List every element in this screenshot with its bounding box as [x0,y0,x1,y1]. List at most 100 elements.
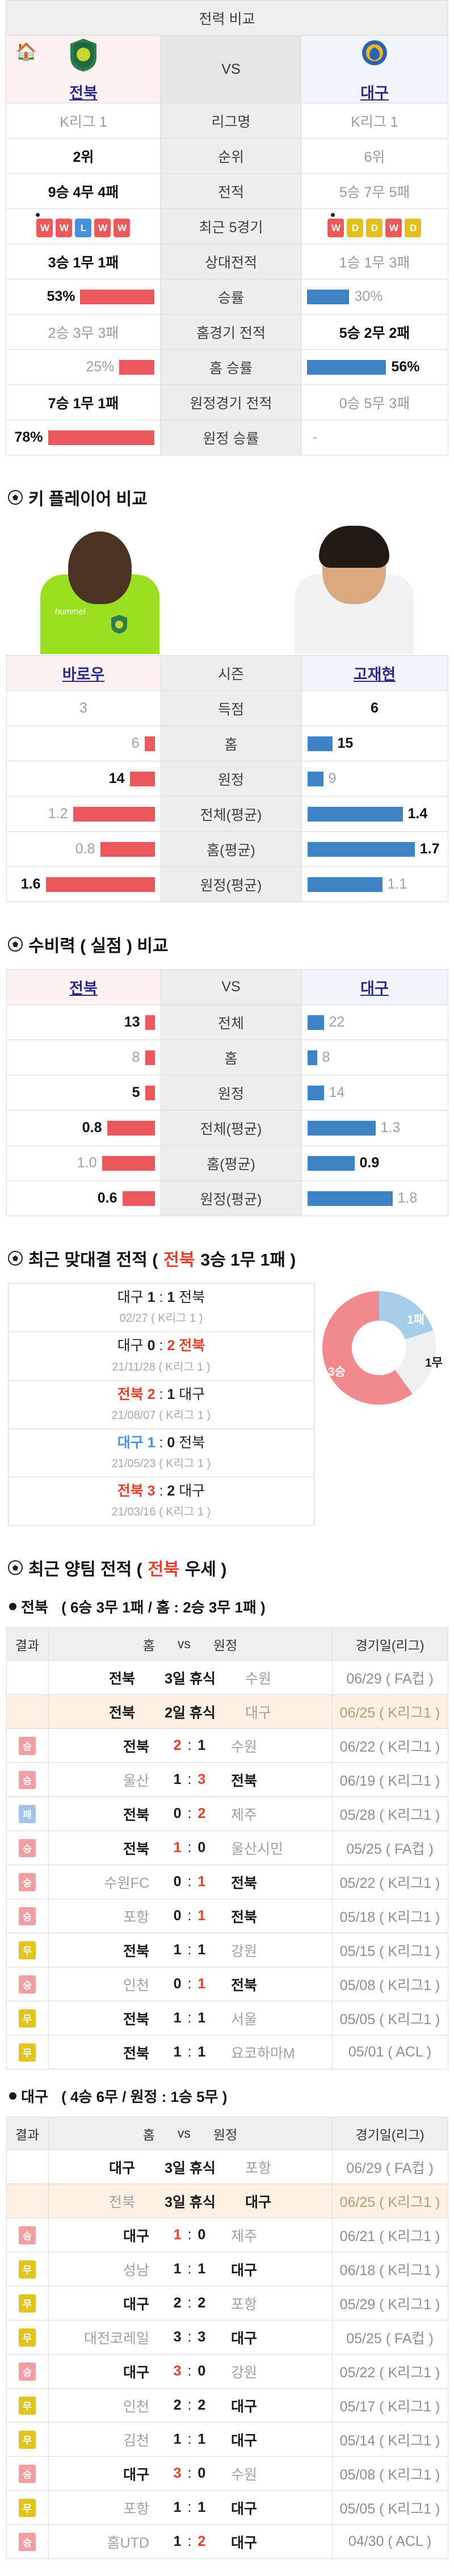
away-team-name[interactable]: 대구 [231,2432,258,2449]
away-team-name[interactable]: 전북 [231,1875,258,1891]
col-match: 홈 vs 원정 [48,1627,333,1661]
home-team-name[interactable]: 김천 [123,2432,149,2449]
home-team-name[interactable]: 전북 [123,1739,149,1755]
match-row[interactable]: 전북 2일 휴식 대구 06/25 ( K리그1 ) [6,1694,448,1729]
home-team-name[interactable]: 울산 [123,1773,149,1789]
home-team-cell[interactable]: 🏠 JEONBUK 전북 [6,35,161,103]
away-team-name[interactable]: 수원 [245,1670,272,1687]
away-team-name[interactable]: 강원 [231,2364,258,2381]
away-team-name[interactable]: 대구 [231,2535,258,2551]
match-row[interactable]: 승 울산 1 : 3 전북 06/19 ( K리그1 ) [6,1762,448,1798]
home-team-name[interactable]: 대전코레일 [83,2330,149,2347]
match-row[interactable]: 전북 3일 휴식 대구 06/25 ( K리그1 ) [6,2184,448,2219]
home-player-link[interactable]: 바로우 [62,666,105,683]
match-row[interactable]: 무 전북 1 : 1 강원 05/15 ( K리그1 ) [6,1933,448,1968]
match-row[interactable]: 승 전북 2 : 1 수원 06/22 ( K리그1 ) [6,1728,448,1764]
away-team-name[interactable]: 요코하마M [231,2045,295,2062]
away-team-name[interactable]: 전북 [231,1909,258,1925]
home-player-name-cell[interactable]: 바로우 [6,655,161,691]
match-row[interactable]: 무 전북 1 : 1 요코하마M 05/01 ( ACL ) [6,2035,448,2070]
away-team-name[interactable]: 대구 [231,2500,258,2517]
recent-team-subheading: 전북 ( 6승 3무 1패 / 홈 : 2승 3무 1패 ) [9,1596,454,1617]
away-team-name[interactable]: 제주 [231,2228,258,2244]
away-player-name-cell[interactable]: 고재현 [301,655,448,691]
away-team-cell[interactable]: 대구 [301,35,448,103]
home-team-name[interactable]: 대구 [123,2466,149,2483]
home-team-name[interactable]: 포항 [123,1909,149,1925]
home-team-name[interactable]: 홈UTD [107,2535,149,2551]
h2h-row[interactable]: 대구 0 : 2 전북 21/11/28 ( K리그 1 ) [8,1331,314,1381]
home-team-name[interactable]: 전북 [123,2011,149,2028]
match-row[interactable]: 승 홈UTD 1 : 2 대구 04/30 ( ACL ) [6,2524,448,2560]
home-team-name[interactable]: 전북 [108,1670,135,1687]
away-team-name[interactable]: 제주 [231,1807,258,1823]
away-team-name[interactable]: 포항 [231,2296,258,2313]
home-team-name[interactable]: 포항 [123,2500,149,2517]
match-row[interactable]: 전북 3일 휴식 수원 06/29 ( FA컵 ) [6,1660,448,1695]
away-team-name[interactable]: 대구 [245,2194,272,2210]
match-row[interactable]: 대구 3일 휴식 포항 06/29 ( FA컵 ) [6,2150,448,2185]
result-badge-draw: 무 [19,2043,36,2062]
away-value: 1승 1무 3패 [301,244,448,279]
match-row[interactable]: 무 대전코레일 3 : 3 대구 05/25 ( FA컵 ) [6,2320,448,2355]
away-team-name[interactable]: 대구 [231,2398,258,2415]
match-row[interactable]: 승 인천 0 : 1 전북 05/08 ( K리그1 ) [6,1967,448,2002]
match-row[interactable]: 승 대구 1 : 0 제주 06/21 ( K리그1 ) [6,2218,448,2253]
home-team-name[interactable]: 인천 [123,1977,149,1993]
match-row[interactable]: 승 대구 3 : 0 수원 05/08 ( K리그1 ) [6,2456,448,2491]
match-row[interactable]: 무 전북 1 : 1 서울 05/05 ( K리그1 ) [6,2001,448,2036]
home-team-name[interactable]: 대구 [108,2160,135,2176]
defense-away-team-link[interactable]: 대구 [360,980,389,997]
home-team-name[interactable]: 전북 [108,1704,135,1721]
away-team-name[interactable]: 서울 [231,2011,258,2028]
match-row[interactable]: 승 수원FC 0 : 1 전북 05/22 ( K리그1 ) [6,1865,448,1900]
home-value: 14 [108,770,125,786]
home-team-name[interactable]: 전북 [123,1841,149,1857]
home-team-name[interactable]: 전북 [123,2045,149,2062]
home-team-link[interactable]: 전북 [69,85,98,102]
away-team-name[interactable]: 대구 [231,2330,258,2347]
home-team-name[interactable]: 인천 [123,2398,149,2415]
match-row[interactable]: 무 성남 1 : 1 대구 06/18 ( K리그1 ) [6,2252,448,2287]
h2h-row[interactable]: 전북 3 : 2 대구 21/03/16 ( K리그 1 ) [8,1477,314,1526]
match-row[interactable]: 패 전북 0 : 2 제주 05/28 ( K리그1 ) [6,1796,448,1832]
away-team-name[interactable]: 수원 [231,2466,258,2483]
away-team-name[interactable]: 전북 [231,1773,258,1789]
away-team-name[interactable]: 강원 [231,1943,258,1959]
home-team-name[interactable]: 전북 [123,1943,149,1959]
home-team-name[interactable]: 수원FC [104,1875,149,1891]
away-player-link[interactable]: 고재현 [353,666,396,683]
match-date: 06/29 ( FA컵 ) [331,1660,448,1695]
recent-header-row: 결과 홈 vs 원정 경기일(리그) [6,1627,448,1661]
match-row[interactable]: 무 김천 1 : 1 대구 05/14 ( K리그1 ) [6,2422,448,2457]
match-row[interactable]: 승 전북 1 : 0 울산시민 05/25 ( FA컵 ) [6,1831,448,1866]
home-team-name[interactable]: 대구 [123,2364,149,2381]
away-team-name[interactable]: 대구 [245,1704,272,1721]
away-team-link[interactable]: 대구 [360,85,389,102]
match-row[interactable]: 무 대구 2 : 2 포항 05/29 ( K리그1 ) [6,2286,448,2321]
away-team-name[interactable]: 수원 [231,1739,258,1755]
defense-home-team-link[interactable]: 전북 [69,980,98,997]
h2h-row[interactable]: 대구 1 : 0 전북 21/05/23 ( K리그 1 ) [8,1429,314,1478]
home-team-name[interactable]: 성남 [123,2262,149,2278]
match-row[interactable]: 승 대구 3 : 0 강원 05/22 ( K리그1 ) [6,2354,448,2389]
h2h-row[interactable]: 전북 2 : 1 대구 21/08/07 ( K리그 1 ) [8,1380,314,1429]
away-team-name[interactable]: 대구 [231,2262,258,2278]
defense-home-team-cell[interactable]: 전북 [6,969,161,1005]
h2h-row[interactable]: 대구 1 : 1 전북 02/27 ( K리그 1 ) [8,1283,314,1333]
home-team-name[interactable]: 대구 [123,2228,149,2244]
away-value: 5승 2무 2패 [301,314,448,350]
defense-away-team-cell[interactable]: 대구 [301,969,448,1005]
away-team-name[interactable]: 포항 [245,2160,272,2176]
match-row[interactable]: 무 인천 2 : 2 대구 05/17 ( K리그1 ) [6,2388,448,2423]
away-team-name[interactable]: 전북 [231,1977,258,1993]
match-date: 06/25 ( K리그1 ) [331,1694,448,1729]
home-team-name[interactable]: 전북 [123,1807,149,1823]
match-cell: 울산 1 : 3 전북 [48,1762,333,1798]
away-team-name[interactable]: 울산시민 [231,1841,284,1857]
home-team-name[interactable]: 전북 [108,2194,135,2210]
home-team-name[interactable]: 대구 [123,2296,149,2313]
match-row[interactable]: 승 포항 0 : 1 전북 05/18 ( K리그1 ) [6,1899,448,1934]
result-cell [6,2150,49,2185]
match-row[interactable]: 무 포항 1 : 1 대구 05/05 ( K리그1 ) [6,2490,448,2525]
